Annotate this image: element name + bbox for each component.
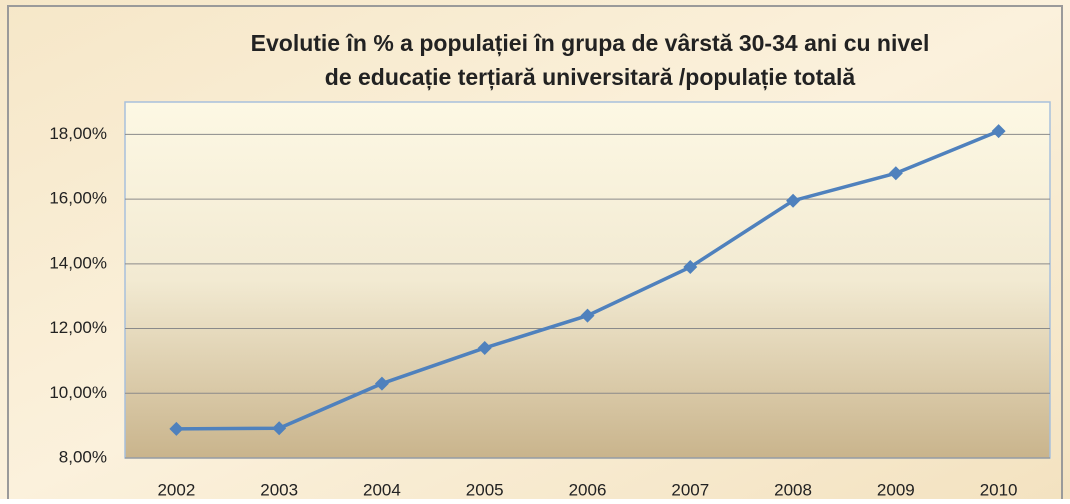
marker <box>374 376 389 391</box>
marker <box>169 421 184 436</box>
marker <box>580 308 595 323</box>
y-tick-label: 14,00% <box>49 253 107 272</box>
y-tick-label: 10,00% <box>49 383 107 402</box>
marker <box>786 193 801 208</box>
y-tick-label: 8,00% <box>59 447 107 466</box>
x-tick-label: 2010 <box>980 480 1018 499</box>
marker <box>683 260 698 275</box>
frame <box>7 5 1063 504</box>
x-tick-label: 2008 <box>774 480 812 499</box>
marker <box>477 340 492 355</box>
marker <box>272 421 287 436</box>
x-tick-label: 2002 <box>157 480 195 499</box>
x-tick-label: 2009 <box>877 480 915 499</box>
y-tick-label: 12,00% <box>49 318 107 337</box>
x-tick-label: 2005 <box>466 480 504 499</box>
y-tick-label: 16,00% <box>49 189 107 208</box>
chart-title: de educație terțiară universitară /popul… <box>325 64 856 91</box>
x-tick-label: 2007 <box>671 480 709 499</box>
marker <box>888 166 903 181</box>
x-tick-label: 2004 <box>363 480 401 499</box>
marker <box>991 124 1006 139</box>
chart-title: Evolutie în % a populației în grupa de v… <box>251 30 930 57</box>
y-tick-label: 18,00% <box>49 124 107 143</box>
x-tick-label: 2003 <box>260 480 298 499</box>
x-tick-label: 2006 <box>569 480 607 499</box>
plot-area <box>124 101 1051 459</box>
